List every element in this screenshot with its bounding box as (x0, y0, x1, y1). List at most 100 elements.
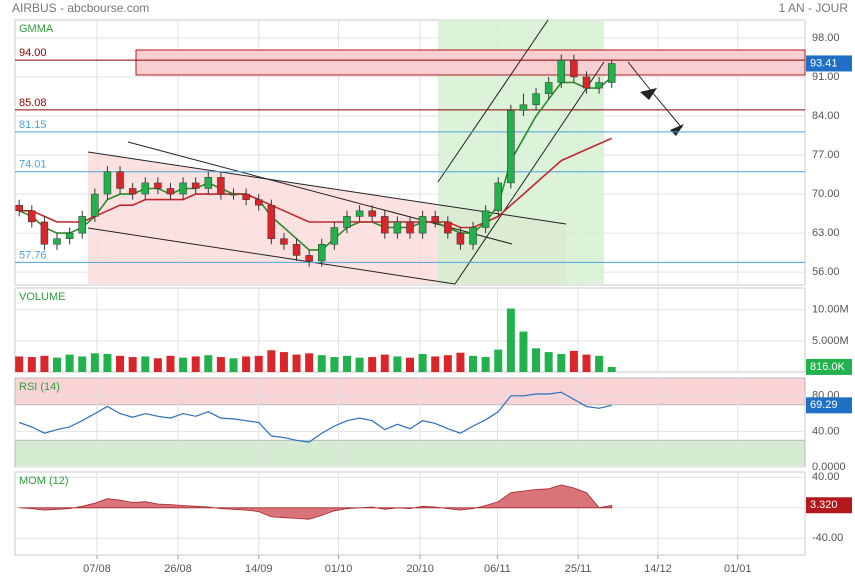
volume-bar (15, 356, 24, 372)
volume-bar (242, 356, 251, 372)
candle-body (418, 216, 427, 234)
candle-body (343, 216, 351, 228)
candle-body (103, 171, 112, 195)
last-value-box (806, 497, 852, 514)
rsi-line (19, 391, 612, 443)
volume-bar (406, 357, 414, 372)
x-tick-label: 14/09 (245, 563, 273, 575)
level-label: 94.00 (19, 47, 47, 59)
y-tick-label: 91.00 (812, 71, 840, 83)
volume-bar (27, 357, 36, 372)
y-tick-label: 98.00 (812, 32, 840, 44)
volume-bar (532, 348, 541, 372)
channel-line (87, 227, 456, 285)
candle-body (406, 221, 414, 234)
volume-bar (431, 356, 440, 372)
volume-bar (368, 357, 377, 372)
last-value-label: 93.41 (810, 57, 838, 69)
last-value-label: 3.320 (810, 499, 838, 511)
y-tick-label: 77.00 (812, 149, 840, 161)
volume-bar (557, 353, 566, 372)
volume-bar (179, 357, 188, 372)
volume-bar (153, 358, 162, 372)
y-tick-label: 40.00 (812, 425, 840, 437)
volume-bar (279, 352, 288, 372)
volume-bar (355, 357, 364, 372)
last-value-label: 69.29 (810, 399, 838, 411)
candle-body (507, 110, 515, 184)
last-value-box (806, 397, 852, 414)
panel (14, 19, 806, 286)
candle-body (305, 255, 313, 262)
volume-bar (469, 355, 478, 372)
y-tick-label: -40.00 (812, 532, 843, 544)
panel (14, 471, 806, 556)
volume-bar (393, 356, 402, 372)
volume-bar (519, 331, 528, 372)
last-value-label: 816.0K (810, 361, 846, 373)
candle-body (519, 104, 528, 111)
volume-bar (595, 355, 604, 372)
arrow-head (640, 88, 657, 100)
candle-body (65, 232, 74, 239)
volume-bar (204, 355, 213, 372)
candle-body (557, 59, 566, 83)
volume-bar (607, 366, 616, 372)
candle-body (444, 221, 452, 234)
volume-bar (103, 353, 112, 372)
candle-body (368, 210, 376, 217)
candle-body (330, 227, 339, 245)
x-tick-label: 01/10 (325, 563, 353, 575)
volume-bar (317, 355, 326, 372)
volume-bar (128, 357, 137, 372)
candle-body (78, 216, 86, 234)
y-tick-label: 5.000M (812, 335, 849, 347)
y-tick-label: 84.00 (812, 110, 840, 122)
y-tick-label: 0.0000 (812, 461, 846, 473)
candle-body (318, 244, 326, 262)
candle-body (570, 59, 578, 78)
x-tick-label: 25/11 (565, 563, 592, 575)
volume-bar (292, 354, 301, 372)
x-tick-label: 01/01 (724, 563, 752, 575)
level-label: 74.01 (19, 159, 47, 171)
candle-body (166, 188, 175, 195)
volume-bar (216, 357, 225, 372)
x-tick-label: 06/11 (484, 563, 511, 575)
volume-bar (544, 352, 553, 372)
volume-bar (191, 356, 200, 372)
volume-bar (65, 354, 74, 372)
volume-bar (342, 355, 351, 372)
volume-bar (267, 350, 276, 372)
candle-body (532, 93, 540, 106)
volume-bar (380, 354, 389, 372)
candle-body (191, 182, 200, 189)
panel-title: RSI (14) (19, 381, 60, 393)
candle-body (381, 216, 389, 234)
candle-body (91, 193, 99, 217)
volume-bar (141, 356, 150, 372)
volume-bar (254, 355, 263, 372)
candle-body (15, 204, 23, 212)
candle-body (292, 244, 301, 256)
volume-bar (116, 355, 125, 372)
volume-bar (481, 357, 490, 372)
candle-body (267, 204, 276, 239)
arrow-head (670, 124, 684, 136)
volume-bar (443, 355, 452, 372)
candle-body (595, 82, 603, 89)
x-tick-label: 20/10 (406, 563, 434, 575)
candle-body (582, 76, 591, 89)
volume-bar (582, 354, 591, 372)
level-label: 57.76 (19, 249, 47, 261)
trend-line (454, 61, 605, 285)
candle-body (154, 182, 162, 189)
zone (14, 439, 806, 468)
momentum-area (18, 484, 613, 520)
volume-bar (494, 349, 503, 372)
x-tick-label: 07/08 (83, 563, 111, 575)
y-tick-label: 40.00 (812, 471, 840, 483)
candle-body (456, 232, 465, 245)
candle-body (116, 171, 124, 189)
candle-body (204, 177, 213, 189)
